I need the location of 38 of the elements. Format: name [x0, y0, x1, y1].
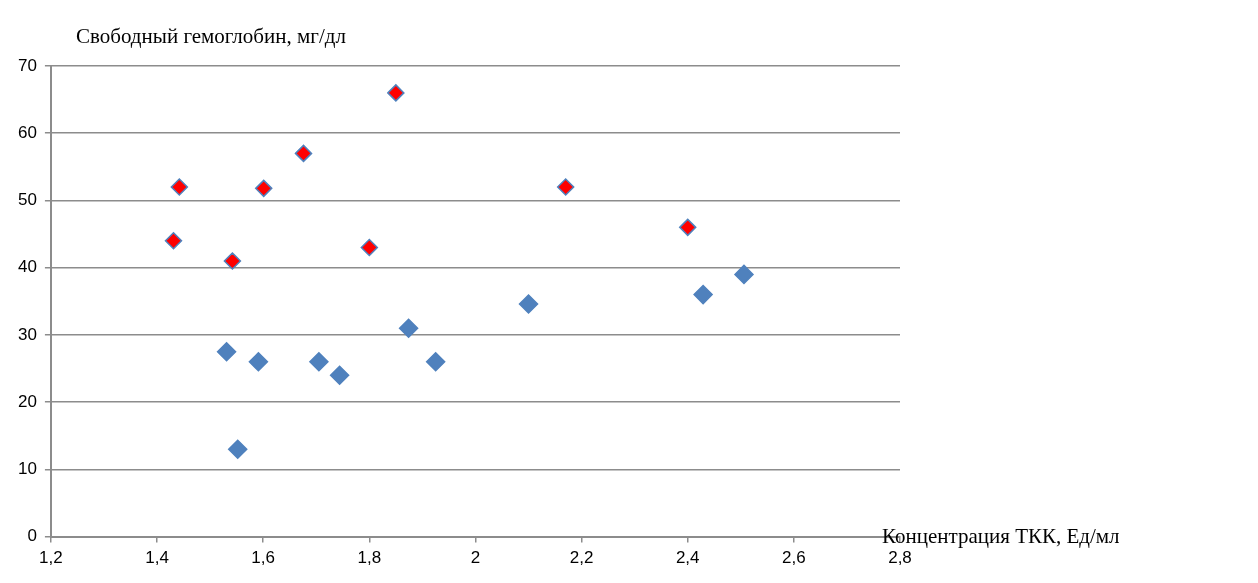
point: [693, 284, 713, 305]
point: [254, 179, 273, 198]
point: [164, 232, 183, 250]
point: [170, 178, 189, 196]
point: [227, 439, 248, 459]
y-tick-label: 0: [27, 526, 37, 546]
y-tick-label: 40: [17, 257, 37, 277]
x-tick-label: 1,4: [145, 548, 169, 568]
point: [216, 341, 237, 362]
x-tick-label: 2,6: [782, 548, 806, 568]
point: [398, 318, 419, 338]
x-tick-label: 1,8: [357, 548, 382, 568]
point: [425, 352, 446, 372]
y-tick-label: 50: [17, 190, 37, 210]
x-tick-label: 2,4: [675, 548, 700, 568]
y-tick-label: 60: [17, 122, 37, 142]
point: [294, 144, 313, 163]
point: [518, 294, 539, 314]
point: [360, 238, 379, 257]
x-axis-title: Концентрация ТКК, Ед/мл: [882, 524, 1120, 549]
x-tick-label: 2: [470, 548, 481, 568]
y-tick-label: 70: [17, 55, 37, 75]
y-tick-label: 10: [17, 459, 37, 479]
x-tick-label: 2,8: [888, 548, 912, 568]
x-tick-label: 2,2: [569, 548, 594, 568]
point: [223, 252, 242, 270]
y-tick-label: 30: [17, 324, 37, 344]
point: [248, 352, 269, 372]
point: [734, 264, 754, 285]
point: [387, 84, 405, 102]
y-axis-title: Свободный гемоглобин, мг/дл: [76, 24, 346, 49]
x-tick-label: 1,6: [251, 548, 275, 568]
point: [678, 218, 697, 237]
y-tick-label: 20: [17, 391, 37, 411]
point: [556, 178, 575, 196]
point: [309, 352, 329, 372]
point: [329, 365, 350, 385]
x-tick-label: 1,2: [39, 548, 63, 568]
